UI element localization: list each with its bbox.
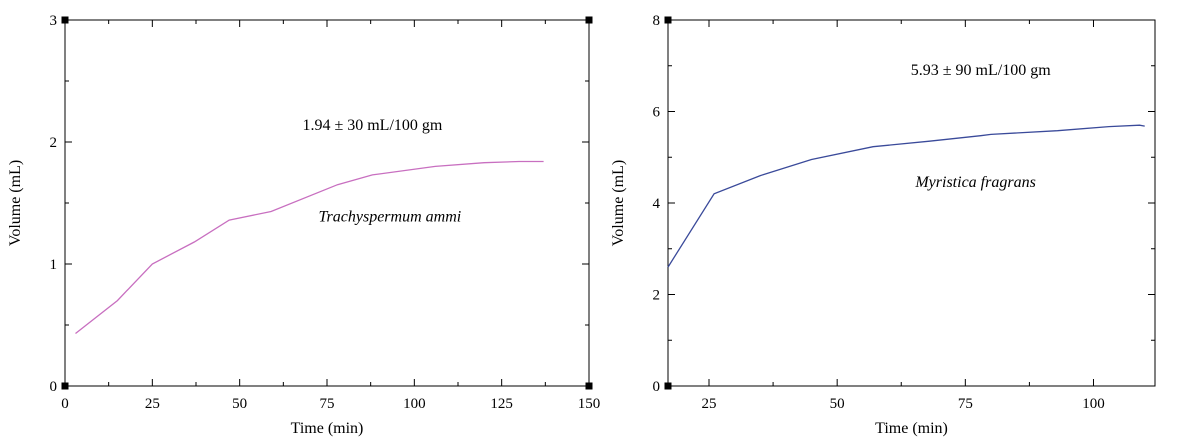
series-line xyxy=(75,160,544,335)
x-tick-label: 25 xyxy=(702,396,717,412)
y-tick-label: 8 xyxy=(653,13,661,29)
corner-marker xyxy=(664,382,672,390)
species-annotation: Trachyspermum ammi xyxy=(319,208,462,225)
x-tick-label: 50 xyxy=(232,396,247,412)
corner-marker xyxy=(61,16,69,24)
corner-marker xyxy=(664,16,672,24)
x-axis-label: Time (min) xyxy=(291,420,364,437)
yield-annotation: 5.93 ± 90 mL/100 gm xyxy=(911,62,1051,79)
plot-frame xyxy=(64,19,590,387)
corner-marker xyxy=(585,382,593,390)
x-tick-label: 75 xyxy=(320,396,335,412)
x-tick-label: 0 xyxy=(61,396,69,412)
y-tick-label: 4 xyxy=(653,196,661,212)
x-tick-label: 125 xyxy=(490,396,513,412)
chart-myristica-fragrans: 25 50 75 100 0 2 4 6 8 Time (min) Volume (mL) 5.93 … xyxy=(610,13,1156,437)
y-tick-label: 0 xyxy=(653,379,661,395)
y-tick-label: 1 xyxy=(50,257,58,273)
x-tick-label: 100 xyxy=(1082,396,1105,412)
corner-marker xyxy=(61,382,69,390)
series-line xyxy=(667,124,1145,268)
y-tick-label: 0 xyxy=(50,379,58,395)
x-tick-label: 25 xyxy=(145,396,160,412)
corner-marker xyxy=(585,16,593,24)
y-tick-label: 2 xyxy=(50,135,58,151)
y-axis-label: Volume (mL) xyxy=(610,160,627,246)
x-tick-label: 150 xyxy=(578,396,601,412)
x-tick-label: 100 xyxy=(403,396,426,412)
y-axis-label: Volume (mL) xyxy=(7,160,24,246)
x-tick-label: 50 xyxy=(830,396,845,412)
x-tick-label: 75 xyxy=(958,396,973,412)
species-annotation: Myristica fragrans xyxy=(914,174,1035,191)
y-tick-label: 3 xyxy=(50,13,58,29)
y-tick-label: 2 xyxy=(653,288,661,304)
x-axis-label: Time (min) xyxy=(875,420,948,437)
yield-annotation: 1.94 ± 30 mL/100 gm xyxy=(302,117,442,134)
y-tick-label: 6 xyxy=(653,105,661,121)
chart-trachyspermum-ammi: 0 25 50 75 100 125 150 0 1 2 3 Time (min) Volume (mL… xyxy=(7,13,600,437)
